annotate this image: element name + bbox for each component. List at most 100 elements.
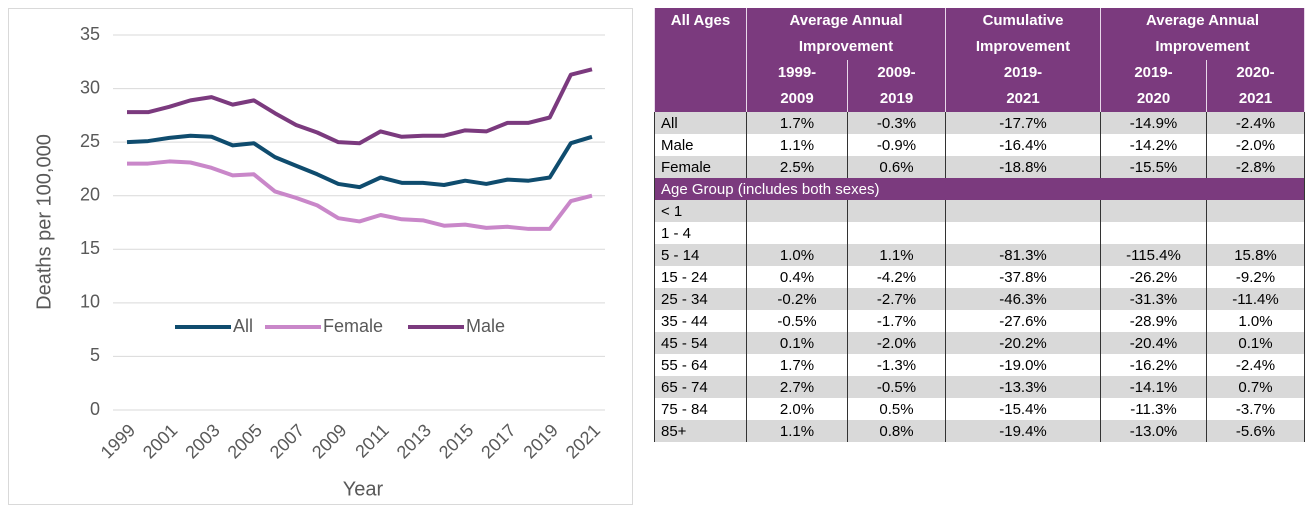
data-cell: -0.9% bbox=[847, 134, 946, 156]
data-row: 5 - 14 1.0% 1.1% -81.3% -115.4% 15.8% bbox=[654, 244, 1305, 266]
data-cell: -11.3% bbox=[1100, 398, 1207, 420]
data-row: 65 - 74 2.7% -0.5% -13.3% -14.1% 0.7% bbox=[654, 376, 1305, 398]
data-cell bbox=[945, 200, 1101, 222]
data-cell: -37.8% bbox=[945, 266, 1101, 288]
y-tick-label: 25 bbox=[80, 131, 100, 151]
series-line bbox=[127, 159, 593, 231]
data-cell: 1.1% bbox=[746, 420, 848, 442]
x-axis-title: Year bbox=[343, 478, 384, 500]
data-cell: -1.3% bbox=[847, 354, 946, 376]
header-cell: 2019-2020 bbox=[1100, 60, 1207, 112]
data-row: < 1 bbox=[654, 200, 1305, 222]
data-cell: -81.3% bbox=[945, 244, 1101, 266]
data-row: 55 - 64 1.7% -1.3% -19.0% -16.2% -2.4% bbox=[654, 354, 1305, 376]
data-cell: 1.0% bbox=[746, 244, 848, 266]
data-cell bbox=[1206, 222, 1305, 244]
data-cell: -2.4% bbox=[1206, 112, 1305, 134]
data-cell bbox=[746, 200, 848, 222]
y-tick-label: 35 bbox=[80, 24, 100, 44]
data-cell: -28.9% bbox=[1100, 310, 1207, 332]
data-cell bbox=[847, 200, 946, 222]
y-axis-title: Deaths per 100,000 bbox=[33, 134, 55, 310]
data-cell bbox=[1100, 200, 1207, 222]
data-row: 35 - 44 -0.5% -1.7% -27.6% -28.9% 1.0% bbox=[654, 310, 1305, 332]
data-cell: -16.4% bbox=[945, 134, 1101, 156]
row-label: 1 - 4 bbox=[654, 222, 747, 244]
header-row: All Ages Average Annual Improvement Cumula… bbox=[654, 8, 1305, 112]
data-cell: 1.7% bbox=[746, 112, 848, 134]
data-cell: -3.7% bbox=[1206, 398, 1305, 420]
data-cell: -14.9% bbox=[1100, 112, 1207, 134]
y-tick-label: 30 bbox=[80, 77, 100, 97]
data-cell: -0.3% bbox=[847, 112, 946, 134]
section-label: Age Group (includes both sexes) bbox=[654, 178, 1305, 200]
row-label: Male bbox=[654, 134, 747, 156]
data-cell: -2.0% bbox=[847, 332, 946, 354]
data-cell: 1.0% bbox=[1206, 310, 1305, 332]
header-cell: 2020-2021 bbox=[1206, 60, 1305, 112]
data-cell bbox=[746, 222, 848, 244]
series-line bbox=[126, 133, 593, 190]
data-cell: 0.8% bbox=[847, 420, 946, 442]
data-cell: -19.0% bbox=[945, 354, 1101, 376]
section-row: Age Group (includes both sexes) bbox=[654, 178, 1305, 200]
data-cell: -9.2% bbox=[1206, 266, 1305, 288]
data-cell: -13.3% bbox=[945, 376, 1101, 398]
data-cell: 15.8% bbox=[1206, 244, 1305, 266]
data-cell: 0.4% bbox=[746, 266, 848, 288]
data-cell: -18.8% bbox=[945, 156, 1101, 178]
data-cell: 1.1% bbox=[746, 134, 848, 156]
y-tick-label: 0 bbox=[90, 399, 100, 419]
row-label: 55 - 64 bbox=[654, 354, 747, 376]
data-cell: -0.2% bbox=[746, 288, 848, 310]
period-label: 2019-2020 bbox=[1134, 64, 1173, 107]
row-label: 65 - 74 bbox=[654, 376, 747, 398]
y-tick-label: 5 bbox=[90, 345, 100, 365]
data-cell: 1.1% bbox=[847, 244, 946, 266]
data-cell: 2.7% bbox=[746, 376, 848, 398]
legend-label: All bbox=[233, 316, 253, 336]
data-row: Female 2.5% 0.6% -18.8% -15.5% -2.8% bbox=[654, 156, 1305, 178]
data-row: 1 - 4 bbox=[654, 222, 1305, 244]
data-row: 15 - 24 0.4% -4.2% -37.8% -26.2% -9.2% bbox=[654, 266, 1305, 288]
legend-label: Male bbox=[466, 316, 505, 336]
header-cell: 1999-2009 bbox=[746, 60, 848, 112]
data-cell: -27.6% bbox=[945, 310, 1101, 332]
header-cell: 2009-2019 bbox=[847, 60, 946, 112]
data-cell: -19.4% bbox=[945, 420, 1101, 442]
data-row: 45 - 54 0.1% -2.0% -20.2% -20.4% 0.1% bbox=[654, 332, 1305, 354]
header-cell: Average Annual Improvement bbox=[1100, 8, 1305, 60]
data-cell: -0.5% bbox=[847, 376, 946, 398]
row-label: 75 - 84 bbox=[654, 398, 747, 420]
data-cell: -26.2% bbox=[1100, 266, 1207, 288]
period-label: 2020-2021 bbox=[1236, 64, 1275, 107]
data-cell bbox=[1206, 200, 1305, 222]
data-table: All Ages Average Annual Improvement Cumula… bbox=[654, 8, 1305, 442]
header-cell: Average Annual Improvement bbox=[746, 8, 946, 60]
row-label: < 1 bbox=[654, 200, 747, 222]
data-cell: 1.7% bbox=[746, 354, 848, 376]
data-cell: -31.3% bbox=[1100, 288, 1207, 310]
row-label: 25 - 34 bbox=[654, 288, 747, 310]
row-label: 15 - 24 bbox=[654, 266, 747, 288]
period-label: 2009-2019 bbox=[877, 64, 916, 107]
data-cell: -20.4% bbox=[1100, 332, 1207, 354]
data-cell: 0.7% bbox=[1206, 376, 1305, 398]
series-line bbox=[127, 67, 593, 146]
data-cell: 0.6% bbox=[847, 156, 946, 178]
header-row: 1999-2009 2009-2019 2019-2021 2019-2020 2020… bbox=[655, 60, 1305, 112]
data-cell: -4.2% bbox=[847, 266, 946, 288]
data-cell: -2.4% bbox=[1206, 354, 1305, 376]
data-cell: -2.7% bbox=[847, 288, 946, 310]
header-cell: Cumulative Improvement bbox=[945, 8, 1101, 60]
y-tick-label: 15 bbox=[80, 238, 100, 258]
data-cell: -14.2% bbox=[1100, 134, 1207, 156]
data-cell bbox=[1100, 222, 1207, 244]
data-cell: -15.4% bbox=[945, 398, 1101, 420]
y-tick-label: 20 bbox=[80, 184, 100, 204]
data-cell bbox=[945, 222, 1101, 244]
chart: Deaths per 100,000 Year 0510152025303519… bbox=[8, 8, 633, 505]
period-label: 1999-2009 bbox=[777, 64, 817, 107]
row-label: 5 - 14 bbox=[654, 244, 747, 266]
